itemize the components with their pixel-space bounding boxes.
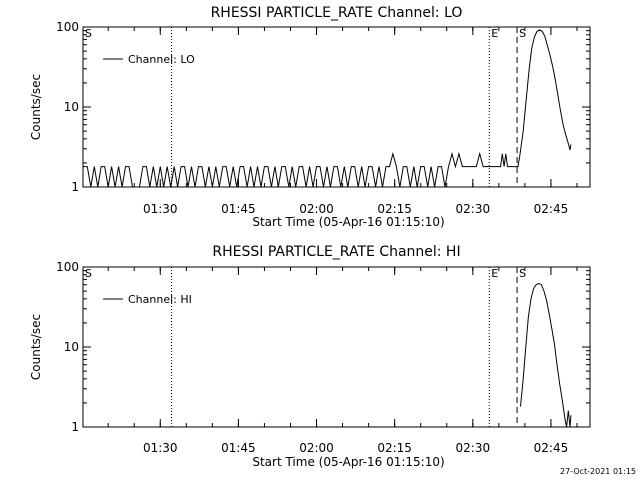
x-tick-label: 02:30: [456, 441, 491, 455]
y-axis-label: Counts/sec: [29, 314, 43, 380]
event-marker-label: S: [519, 267, 526, 280]
chart-title: RHESSI PARTICLE_RATE Channel: HI: [212, 244, 460, 260]
y-tick-label: 10: [64, 340, 79, 354]
x-tick-label: 02:00: [299, 441, 334, 455]
x-tick-label: 02:15: [377, 202, 412, 216]
event-marker-label: S: [85, 27, 92, 40]
y-tick-label: 1: [71, 180, 79, 194]
event-marker-label: E: [491, 267, 498, 280]
x-tick-label: 02:15: [377, 441, 412, 455]
chart-panel-lo: RHESSI PARTICLE_RATE Channel: LO 1 10 100 01…: [29, 5, 591, 229]
x-tick-label: 02:00: [299, 202, 334, 216]
legend-label: Channel: HI: [128, 293, 192, 306]
plot-frame: [82, 266, 591, 428]
x-tick-label: 02:45: [534, 441, 569, 455]
y-tick-label: 1: [71, 420, 79, 434]
y-tick-label: 100: [56, 260, 79, 274]
event-marker-label: S: [85, 267, 92, 280]
x-tick-label: 02:45: [534, 202, 569, 216]
x-tick-label: 01:30: [143, 441, 178, 455]
chart-title: RHESSI PARTICLE_RATE Channel: LO: [211, 5, 463, 21]
y-tick-label: 10: [64, 100, 79, 114]
chart-panel-hi: RHESSI PARTICLE_RATE Channel: HI 1 10 100 01…: [29, 244, 591, 469]
x-tick-label: 01:45: [221, 441, 256, 455]
event-marker-label: E: [491, 27, 498, 40]
series-line: [83, 29, 572, 188]
plot-frame: [82, 26, 591, 188]
event-marker-label: S: [519, 27, 526, 40]
legend-label: Channel: LO: [128, 53, 195, 66]
x-tick-label: 02:30: [456, 202, 491, 216]
y-tick-label: 100: [56, 20, 79, 34]
x-tick-label: 01:45: [221, 202, 256, 216]
x-axis-label: Start Time (05-Apr-16 01:15:10): [252, 455, 444, 469]
x-tick-label: 01:30: [143, 202, 178, 216]
x-axis-label: Start Time (05-Apr-16 01:15:10): [252, 215, 444, 229]
footer-timestamp: 27-Oct-2021 01:15: [560, 467, 636, 476]
y-axis-label: Counts/sec: [29, 74, 43, 140]
series-line: [520, 283, 572, 428]
